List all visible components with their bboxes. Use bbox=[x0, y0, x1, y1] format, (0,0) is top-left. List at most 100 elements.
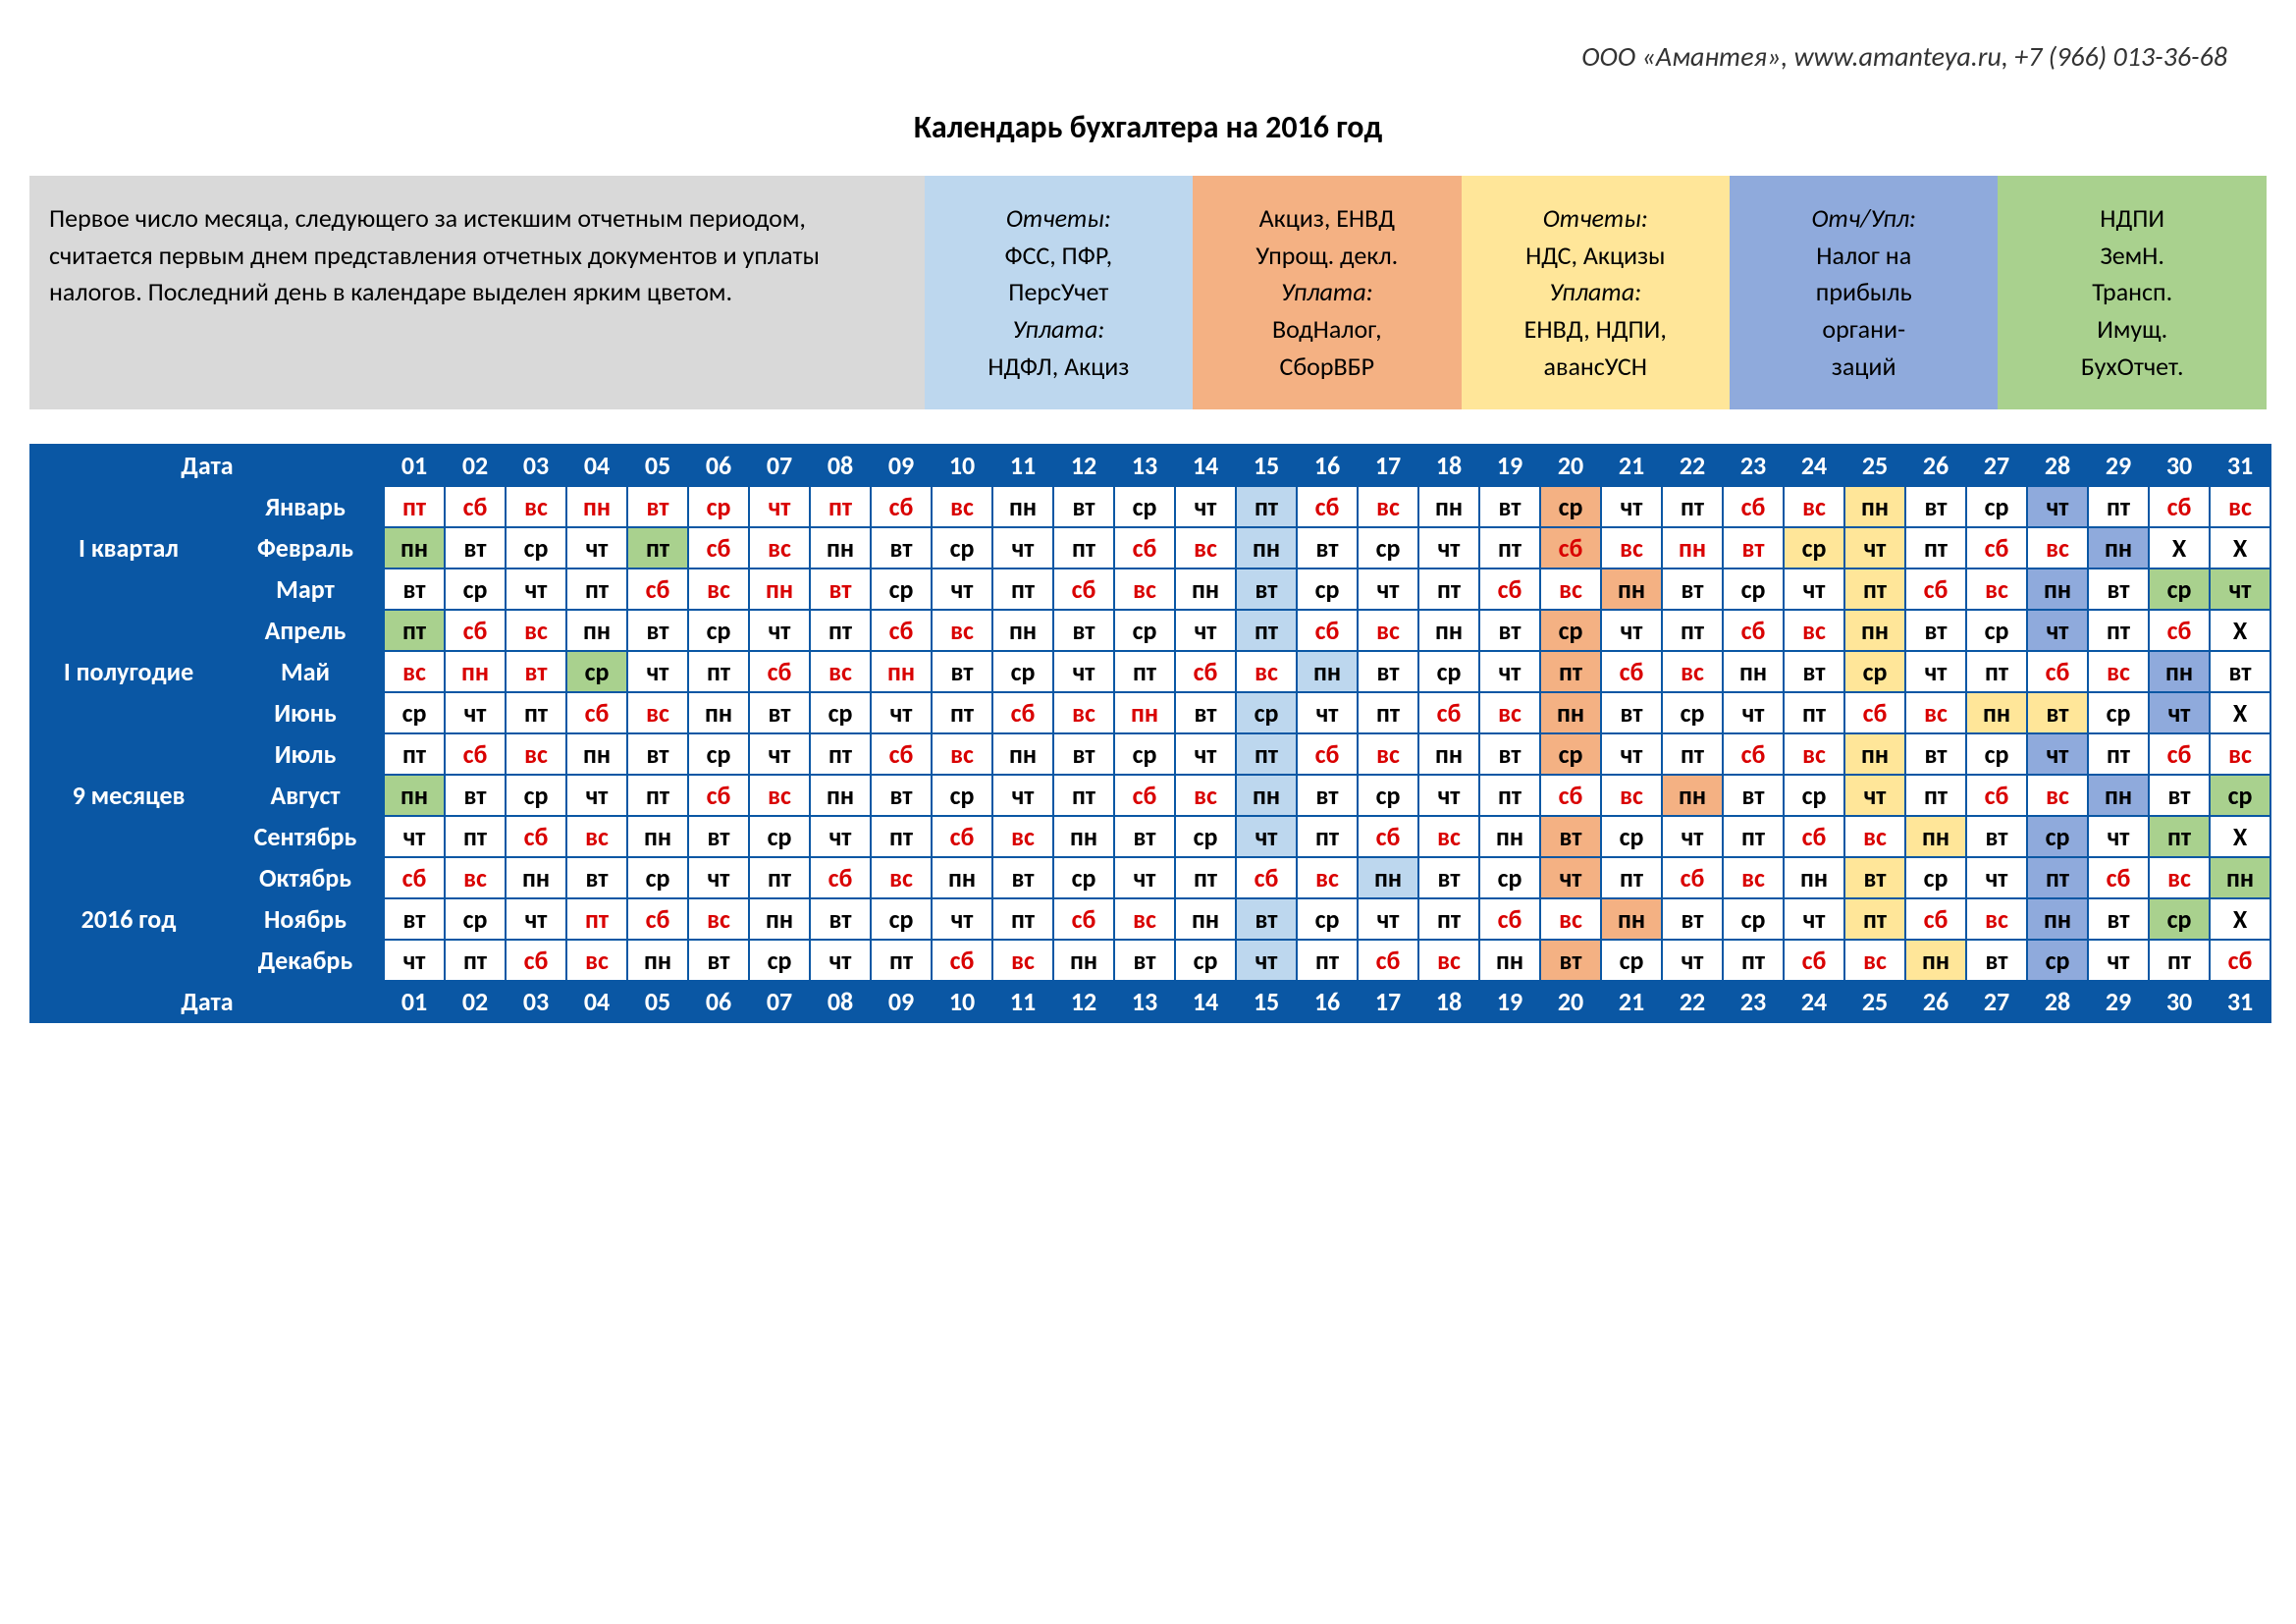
day-cell: вс bbox=[1601, 775, 1662, 816]
day-cell: пт bbox=[992, 898, 1053, 940]
day-cell: пн bbox=[2088, 775, 2149, 816]
day-cell: ср bbox=[1784, 527, 1844, 568]
day-cell: вс bbox=[384, 651, 445, 692]
day-cell: ср bbox=[688, 486, 749, 527]
day-cell: чт bbox=[1418, 527, 1479, 568]
legend-line: НДС, Акцизы bbox=[1481, 238, 1710, 275]
day-cell: чт bbox=[1662, 940, 1723, 981]
day-cell: сб bbox=[688, 527, 749, 568]
day-num-header: 09 bbox=[871, 981, 932, 1022]
month-label: Март bbox=[227, 568, 384, 610]
day-num-header: 29 bbox=[2088, 445, 2149, 486]
day-cell: ср bbox=[1540, 733, 1601, 775]
day-cell: вс bbox=[1905, 692, 1966, 733]
day-cell: пн bbox=[810, 775, 871, 816]
day-cell: пт bbox=[1966, 651, 2027, 692]
day-cell: вт bbox=[2149, 775, 2210, 816]
day-cell: чт bbox=[384, 816, 445, 857]
day-cell: чт bbox=[1297, 692, 1358, 733]
day-cell: пт bbox=[506, 692, 566, 733]
day-cell: пн bbox=[2027, 568, 2088, 610]
month-label: Октябрь bbox=[227, 857, 384, 898]
day-cell: вт bbox=[1905, 486, 1966, 527]
day-cell: пт bbox=[627, 775, 688, 816]
day-cell: пт bbox=[1723, 940, 1784, 981]
day-cell: чт bbox=[1479, 651, 1540, 692]
day-cell: пн bbox=[384, 775, 445, 816]
legend-category-2: Отчеты:НДС, АкцизыУплата:ЕНВД, НДПИ,аван… bbox=[1462, 176, 1730, 409]
day-cell: чт bbox=[1784, 898, 1844, 940]
day-cell: пт bbox=[1053, 775, 1114, 816]
day-cell: вт bbox=[1358, 651, 1418, 692]
legend-line: авансУСН bbox=[1481, 349, 1710, 386]
day-cell: вт bbox=[871, 527, 932, 568]
day-cell: вс bbox=[749, 527, 810, 568]
day-cell: вс bbox=[445, 857, 506, 898]
day-num-header: 08 bbox=[810, 445, 871, 486]
day-cell: вт bbox=[1053, 610, 1114, 651]
day-num-header: 13 bbox=[1114, 445, 1175, 486]
day-cell: пт bbox=[1662, 610, 1723, 651]
day-cell: вт bbox=[384, 568, 445, 610]
day-cell: вт bbox=[1114, 816, 1175, 857]
day-cell: пн bbox=[749, 898, 810, 940]
day-cell: чт bbox=[1662, 816, 1723, 857]
day-cell: чт bbox=[1053, 651, 1114, 692]
legend-line: Отчеты: bbox=[944, 200, 1173, 238]
day-cell: сб bbox=[1966, 775, 2027, 816]
day-cell: пн bbox=[1297, 651, 1358, 692]
day-cell: ср bbox=[932, 527, 992, 568]
day-cell: ср bbox=[1418, 651, 1479, 692]
day-cell: пт bbox=[992, 568, 1053, 610]
day-cell: пт bbox=[1236, 486, 1297, 527]
day-cell: пн bbox=[384, 527, 445, 568]
day-cell: сб bbox=[932, 940, 992, 981]
day-num-header: 07 bbox=[749, 981, 810, 1022]
day-cell: вт bbox=[566, 857, 627, 898]
day-cell: вт bbox=[506, 651, 566, 692]
day-cell: вт bbox=[1966, 816, 2027, 857]
day-cell: ср bbox=[1114, 486, 1175, 527]
day-cell: вт bbox=[1723, 775, 1784, 816]
day-cell: вт bbox=[445, 527, 506, 568]
day-cell: сб bbox=[445, 733, 506, 775]
day-cell: пт bbox=[1479, 527, 1540, 568]
day-cell: сб bbox=[2027, 651, 2088, 692]
day-cell: сб bbox=[1053, 568, 1114, 610]
day-cell: ср bbox=[1175, 816, 1236, 857]
day-cell: ср bbox=[1053, 857, 1114, 898]
day-cell: пн bbox=[1966, 692, 2027, 733]
day-cell: пт bbox=[1175, 857, 1236, 898]
day-cell: ср bbox=[1601, 940, 1662, 981]
day-cell: сб bbox=[506, 940, 566, 981]
day-cell: ср bbox=[1236, 692, 1297, 733]
day-cell: пт bbox=[688, 651, 749, 692]
day-num-header: 31 bbox=[2210, 981, 2270, 1022]
day-num-header: 16 bbox=[1297, 445, 1358, 486]
day-cell: ср bbox=[1844, 651, 1905, 692]
day-cell: вс bbox=[566, 816, 627, 857]
day-cell: ср bbox=[1175, 940, 1236, 981]
day-num-header: 17 bbox=[1358, 981, 1418, 1022]
day-cell: чт bbox=[992, 775, 1053, 816]
day-cell: ср bbox=[2149, 898, 2210, 940]
day-num-header: 26 bbox=[1905, 445, 1966, 486]
day-cell: ср bbox=[2210, 775, 2270, 816]
day-cell: вт bbox=[1662, 568, 1723, 610]
legend-line: ВодНалог, bbox=[1212, 311, 1441, 349]
day-num-header: 27 bbox=[1966, 445, 2027, 486]
day-cell: сб bbox=[1297, 610, 1358, 651]
day-cell: вт bbox=[1540, 940, 1601, 981]
day-cell: чт bbox=[1601, 486, 1662, 527]
day-cell: сб bbox=[1905, 568, 1966, 610]
day-num-header: 14 bbox=[1175, 981, 1236, 1022]
day-num-header: 30 bbox=[2149, 981, 2210, 1022]
day-cell: чт bbox=[1905, 651, 1966, 692]
day-cell: вс bbox=[992, 940, 1053, 981]
day-cell: сб bbox=[1723, 610, 1784, 651]
day-cell: чт bbox=[2088, 816, 2149, 857]
day-num-header: 11 bbox=[992, 445, 1053, 486]
day-cell: сб bbox=[1358, 816, 1418, 857]
day-cell: вс bbox=[932, 610, 992, 651]
day-cell: пт bbox=[1844, 568, 1905, 610]
